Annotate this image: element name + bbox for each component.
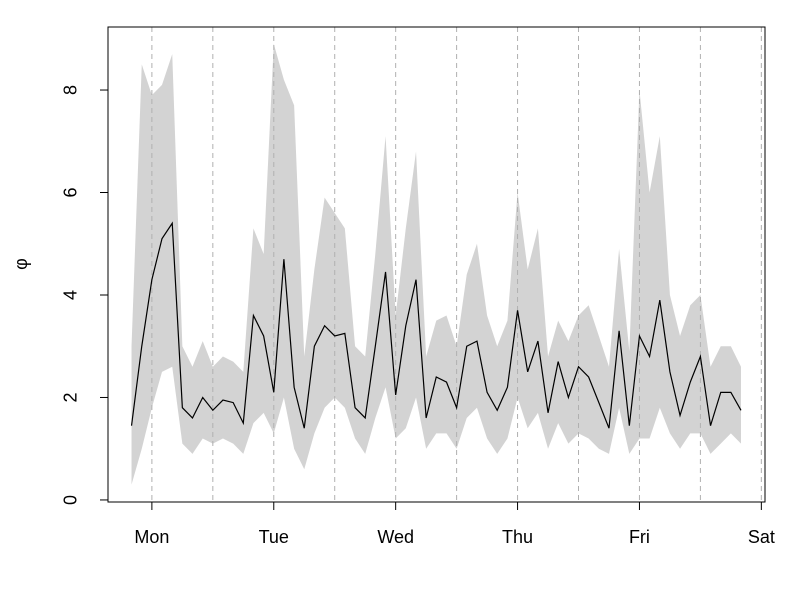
series-line xyxy=(130,221,742,429)
y-tick-label: 6 xyxy=(61,187,81,197)
x-tick-label: Thu xyxy=(502,527,533,547)
y-tick-label: 0 xyxy=(61,495,81,505)
confidence-band xyxy=(131,43,741,485)
y-tick-label: 2 xyxy=(61,392,81,402)
x-tick-label: Sat xyxy=(748,527,775,547)
x-tick-label: Fri xyxy=(629,527,650,547)
plot-frame xyxy=(107,26,766,503)
x-tick-label: Tue xyxy=(259,527,289,547)
y-tick-label: 4 xyxy=(61,290,81,300)
x-tick-label: Mon xyxy=(134,527,169,547)
y-tick-label: 8 xyxy=(61,85,81,95)
x-tick-label: Wed xyxy=(377,527,414,547)
y-axis-label: φ xyxy=(11,258,31,270)
